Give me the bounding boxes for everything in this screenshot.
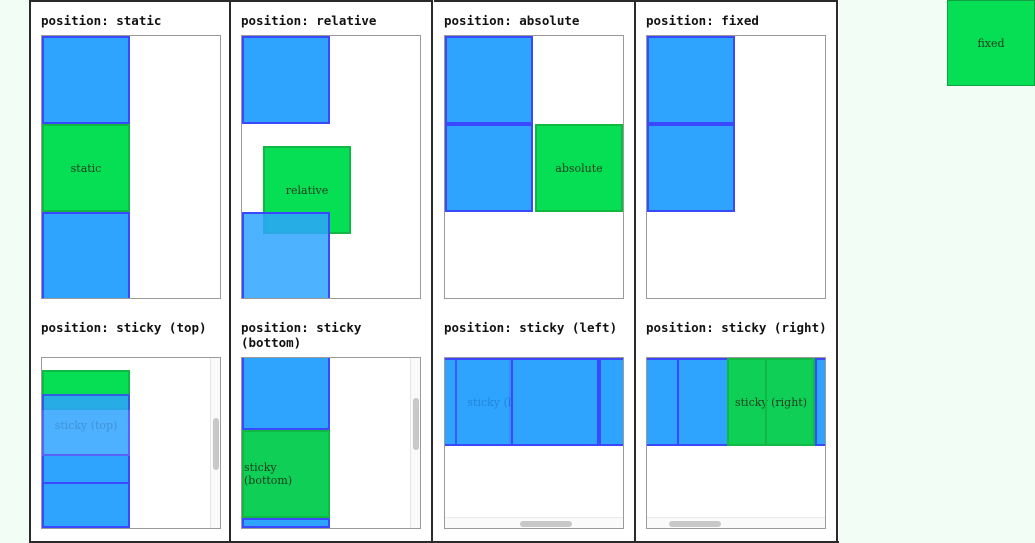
- demo-grid: position: static static position: relati…: [29, 0, 839, 543]
- sticky-left-title: position: sticky (left): [444, 320, 618, 335]
- sticky-right-scroll-box[interactable]: sticky (right): [646, 357, 826, 529]
- sticky-bottom-title: position: sticky (bottom): [241, 320, 362, 350]
- sticky-top-demo-cell: position: sticky (top) sticky (top): [29, 309, 231, 543]
- fixed-demo-box: [646, 35, 826, 299]
- blue-box-2: [445, 124, 533, 212]
- sticky-bottom-scroll-box[interactable]: sticky (bottom): [241, 357, 421, 529]
- absolute-label: absolute: [555, 161, 603, 175]
- scrollbar-thumb[interactable]: [669, 521, 721, 527]
- relative-title: position: relative: [241, 13, 377, 28]
- sticky-right-label: sticky (right): [734, 395, 808, 409]
- blue-box-2: [647, 124, 735, 212]
- blue-box-1: [42, 36, 130, 124]
- blue-box-2: [242, 518, 330, 528]
- scrollbar-thumb[interactable]: [413, 398, 419, 450]
- sticky-bottom-green-box: sticky (bottom): [242, 430, 330, 518]
- vertical-scrollbar[interactable]: [410, 358, 420, 528]
- blue-box-3: [599, 358, 623, 446]
- sticky-left-scroll-box[interactable]: sticky (left): [444, 357, 624, 529]
- sticky-right-title: position: sticky (right): [646, 320, 827, 335]
- fixed-demo-cell: position: fixed: [636, 0, 838, 311]
- bottom-border: [29, 541, 839, 543]
- sticky-bottom-demo-cell: position: sticky (bottom) sticky (bottom…: [231, 309, 433, 543]
- fixed-title: position: fixed: [646, 13, 759, 28]
- absolute-demo-box: absolute: [444, 35, 624, 299]
- blue-box-3: [815, 358, 825, 446]
- horizontal-scrollbar[interactable]: [647, 517, 825, 528]
- sticky-top-title: position: sticky (top): [41, 320, 207, 335]
- absolute-title: position: absolute: [444, 13, 580, 28]
- blue-box-1: [445, 36, 533, 124]
- sticky-top-scroll-box[interactable]: sticky (top): [41, 357, 221, 529]
- sticky-top-label: sticky (top): [54, 418, 118, 432]
- static-title: position: static: [41, 13, 162, 28]
- vertical-scrollbar[interactable]: [210, 358, 220, 528]
- sticky-right-green-box: sticky (right): [727, 358, 815, 446]
- absolute-green-box: absolute: [535, 124, 623, 212]
- relative-demo-cell: position: relative relative: [231, 0, 433, 311]
- overlap-edge: [765, 358, 767, 446]
- static-green-box: static: [42, 124, 130, 212]
- blue-box-1: [242, 36, 330, 124]
- blue-box-2: [242, 212, 330, 298]
- relative-label: relative: [285, 183, 329, 197]
- blue-box-3: [42, 482, 130, 528]
- fixed-label: fixed: [977, 36, 1005, 50]
- blue-box-1: [647, 358, 679, 446]
- sticky-bottom-label: sticky (bottom): [244, 461, 293, 487]
- static-demo-cell: position: static static: [29, 0, 231, 311]
- blue-box-2: [42, 456, 130, 482]
- horizontal-scrollbar[interactable]: [445, 517, 623, 528]
- scrollbar-thumb[interactable]: [213, 418, 219, 470]
- sticky-right-demo-cell: position: sticky (right) sticky (right): [636, 309, 838, 543]
- absolute-demo-cell: position: absolute absolute: [434, 0, 636, 311]
- scrollbar-thumb[interactable]: [520, 521, 572, 527]
- relative-demo-box: relative: [241, 35, 421, 299]
- blue-box-1: [242, 358, 330, 430]
- static-demo-box: static: [41, 35, 221, 299]
- blue-box-1: [647, 36, 735, 124]
- blue-box-2: [42, 212, 130, 298]
- static-label: static: [70, 161, 102, 175]
- sticky-top-blue-overlap: sticky (top): [42, 394, 130, 456]
- sticky-left-demo-cell: position: sticky (left) sticky (left): [434, 309, 636, 543]
- fixed-green-box: fixed: [947, 0, 1035, 86]
- blue-box-2: [511, 358, 599, 446]
